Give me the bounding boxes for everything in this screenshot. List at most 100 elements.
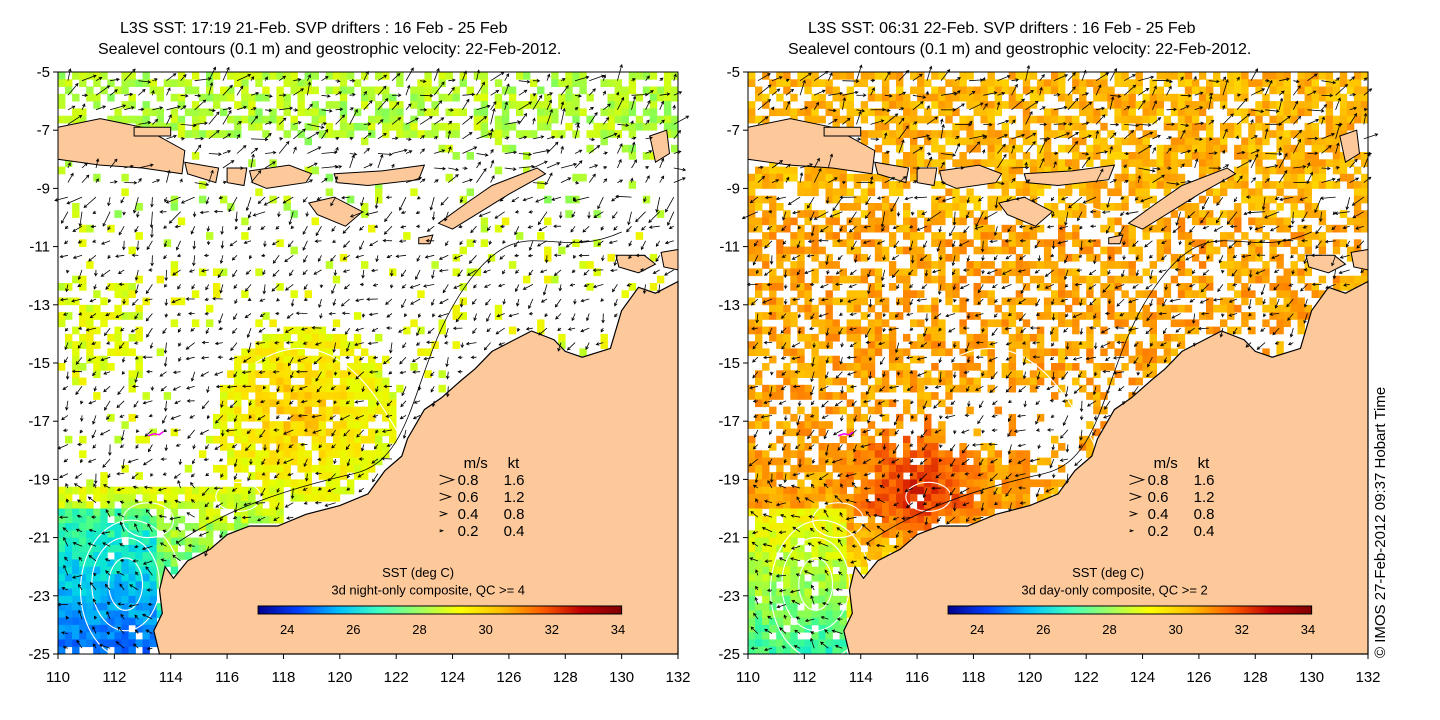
velocity-arrow <box>321 76 329 82</box>
sst-cell <box>368 428 376 437</box>
sst-cell <box>966 508 974 517</box>
sst-cell <box>783 566 791 575</box>
sst-cell <box>121 639 129 648</box>
velocity-arrow <box>131 253 139 258</box>
sst-cell <box>903 210 911 218</box>
velocity-arrow <box>673 167 687 172</box>
sst-cell <box>248 348 256 357</box>
velocity-arrow <box>250 147 259 154</box>
sst-cell <box>1142 363 1150 371</box>
sst-cell <box>853 493 862 502</box>
sst-cell <box>931 86 939 95</box>
velocity-arrow <box>321 128 329 140</box>
velocity-arrow <box>448 167 460 172</box>
sst-cell <box>1114 203 1122 211</box>
sst-cell <box>832 493 840 502</box>
velocity-arrow <box>162 529 167 533</box>
velocity-arrow <box>179 178 183 183</box>
sst-cell <box>1036 348 1045 357</box>
velocity-arrow <box>332 327 336 332</box>
sst-cell <box>966 268 974 277</box>
velocity-arrow <box>331 429 336 437</box>
velocity-arrow <box>575 180 580 185</box>
sst-cell <box>804 559 812 568</box>
sst-cell <box>762 479 770 488</box>
sst-cell <box>1149 101 1157 109</box>
sst-cell <box>1086 101 1094 109</box>
sst-cell <box>903 101 911 109</box>
sst-cell <box>867 130 876 138</box>
sst-cell <box>980 232 988 240</box>
velocity-arrow <box>617 179 624 183</box>
velocity-arrow <box>142 355 153 359</box>
sst-cell <box>1156 86 1164 95</box>
sst-cell <box>382 428 390 437</box>
sst-cell <box>142 122 150 131</box>
sst-cell <box>924 464 932 473</box>
velocity-arrow <box>65 400 69 411</box>
sst-cell <box>910 515 918 524</box>
sst-cell <box>621 144 629 153</box>
sst-cell <box>853 297 862 306</box>
velocity-arrow <box>372 355 378 360</box>
sst-cell <box>607 253 615 262</box>
sst-cell <box>755 413 763 422</box>
sst-cell <box>621 290 629 298</box>
sst-cell <box>656 275 665 284</box>
sst-cell <box>107 632 115 640</box>
velocity-arrow <box>174 224 181 229</box>
sst-cell <box>248 406 256 415</box>
sst-cell <box>903 457 911 466</box>
sst-cell <box>1008 115 1017 124</box>
sst-cell <box>945 115 953 124</box>
sst-cell <box>874 544 883 553</box>
sst-cell <box>100 595 108 604</box>
sst-cell <box>804 530 812 538</box>
sst-cell <box>1043 130 1052 138</box>
velocity-arrow <box>61 211 69 224</box>
velocity-arrow <box>400 400 407 408</box>
sst-cell <box>72 72 80 80</box>
sst-cell <box>79 617 87 626</box>
velocity-arrow <box>90 224 97 229</box>
sst-cell <box>924 304 932 313</box>
sst-cell <box>839 457 847 466</box>
sst-cell <box>769 544 777 553</box>
sst-cell <box>748 479 756 488</box>
sst-cell <box>825 253 833 262</box>
sst-cell <box>93 552 101 560</box>
sst-cell <box>945 108 953 117</box>
velocity-arrow <box>536 240 548 247</box>
sst-cell <box>93 624 101 633</box>
sst-cell <box>1051 290 1059 298</box>
sst-cell <box>797 268 805 277</box>
sst-cell <box>1128 79 1136 87</box>
velocity-arrow <box>643 196 647 203</box>
sst-cell <box>1043 370 1052 378</box>
sst-cell <box>304 333 312 342</box>
sst-cell <box>797 224 805 233</box>
sst-cell <box>888 479 897 488</box>
sst-cell <box>860 363 869 371</box>
sst-cell <box>565 79 573 87</box>
sst-cell <box>1079 246 1087 255</box>
sst-cell <box>530 93 538 102</box>
sst-cell <box>874 457 883 466</box>
sst-cell <box>58 72 66 80</box>
sst-cell <box>353 435 362 444</box>
sst-cell <box>881 493 890 502</box>
sst-cell <box>72 603 80 611</box>
sst-cell <box>755 377 763 386</box>
velocity-arrow <box>264 121 273 125</box>
sst-cell <box>853 450 862 458</box>
sst-cell <box>255 79 263 87</box>
sst-cell <box>213 93 221 102</box>
velocity-arrow <box>147 523 153 532</box>
sst-field <box>748 72 1369 655</box>
velocity-arrow <box>329 415 336 420</box>
sst-cell <box>881 86 890 95</box>
sst-cell <box>910 290 918 298</box>
sst-cell <box>121 544 129 553</box>
sst-cell <box>1036 115 1045 124</box>
sst-cell <box>896 297 904 306</box>
